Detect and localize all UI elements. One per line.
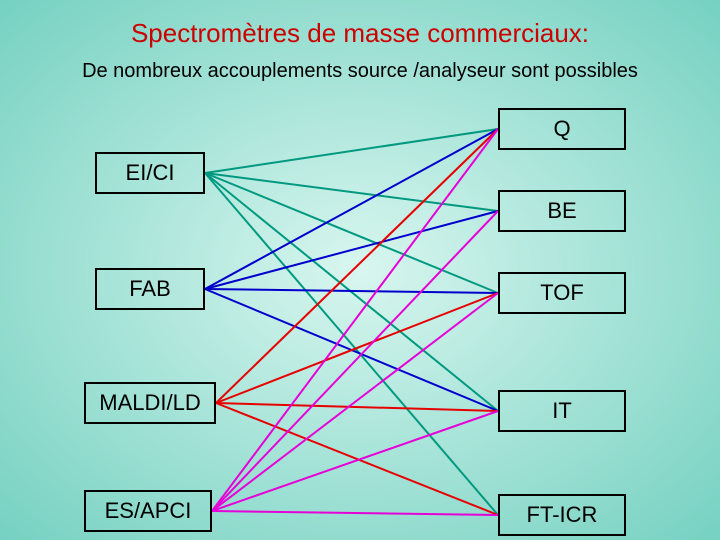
- source-node-label: EI/CI: [126, 160, 175, 186]
- analyzer-node-tof: TOF: [498, 272, 626, 314]
- source-node-fab: FAB: [95, 268, 205, 310]
- analyzer-node-label: FT-ICR: [527, 502, 598, 528]
- analyzer-node-label: Q: [553, 116, 570, 142]
- source-node-eici: EI/CI: [95, 152, 205, 194]
- source-node-maldi: MALDI/LD: [84, 382, 216, 424]
- slide-title: Spectromètres de masse commerciaux:: [0, 18, 720, 49]
- analyzer-node-be: BE: [498, 190, 626, 232]
- source-node-label: ES/APCI: [105, 498, 192, 524]
- analyzer-node-q: Q: [498, 108, 626, 150]
- analyzer-node-fticr: FT-ICR: [498, 494, 626, 536]
- analyzer-node-label: IT: [552, 398, 572, 424]
- source-node-label: FAB: [129, 276, 171, 302]
- analyzer-node-label: TOF: [540, 280, 584, 306]
- source-node-es: ES/APCI: [84, 490, 212, 532]
- slide-subtitle: De nombreux accouplements source /analys…: [0, 60, 720, 83]
- analyzer-node-label: BE: [547, 198, 576, 224]
- analyzer-node-it: IT: [498, 390, 626, 432]
- source-node-label: MALDI/LD: [99, 390, 200, 416]
